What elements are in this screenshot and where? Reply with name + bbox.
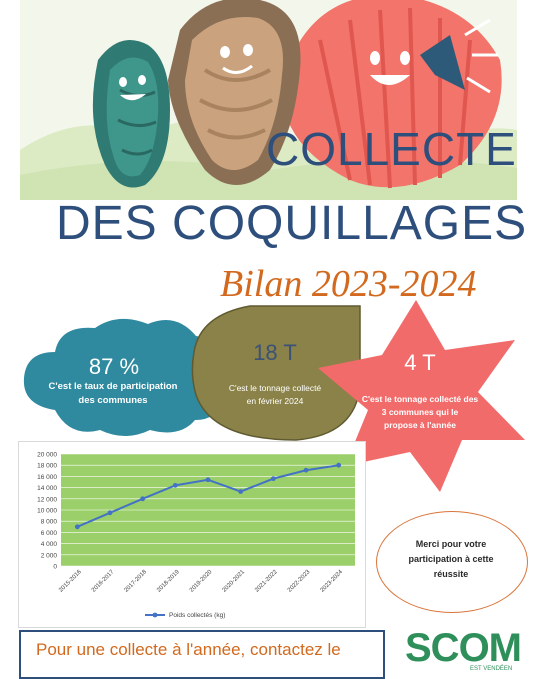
subtitle: Bilan 2023-2024 bbox=[220, 263, 477, 305]
mussel-icon bbox=[92, 40, 170, 188]
contact-text: Pour une collecte à l'année, contactez l… bbox=[36, 640, 341, 659]
y-tick-label: 8 000 bbox=[41, 519, 58, 526]
legend-label: Poids collectés (kg) bbox=[169, 612, 225, 619]
cloud-shape bbox=[23, 318, 229, 436]
x-tick-label: 2023-2024 bbox=[320, 569, 345, 594]
star-shape bbox=[318, 300, 525, 492]
data-point bbox=[107, 510, 113, 516]
x-tick-label: 2020-2021 bbox=[222, 569, 247, 594]
title-line-2: DES COQUILLAGES bbox=[56, 197, 528, 250]
y-tick-label: 10 000 bbox=[37, 508, 57, 515]
line-chart: 0 2 000 4 000 6 000 8 000 10 000 12 000 14 000 1… bbox=[37, 452, 355, 619]
stat-february-value: 18 T bbox=[253, 340, 297, 365]
data-point bbox=[270, 476, 276, 482]
drop-shape bbox=[191, 305, 361, 441]
data-point bbox=[74, 524, 80, 530]
y-tick-label: 12 000 bbox=[37, 496, 57, 503]
data-point bbox=[140, 496, 146, 502]
x-tick-label: 2021-2022 bbox=[254, 569, 279, 594]
oyster-icon bbox=[168, 0, 301, 185]
y-tick-label: 14 000 bbox=[37, 485, 57, 492]
stat-yearly-caption: C'est le tonnage collecté des 3 communes … bbox=[361, 394, 479, 430]
stat-yearly-value: 4 T bbox=[404, 350, 436, 375]
legend-marker bbox=[152, 612, 158, 618]
y-tick-label: 2 000 bbox=[41, 552, 58, 559]
data-point bbox=[172, 482, 178, 488]
scallop-icon bbox=[282, 0, 502, 189]
x-tick-label: 2022-2023 bbox=[287, 569, 312, 594]
x-tick-label: 2015-2016 bbox=[58, 569, 83, 594]
thanks-bubble bbox=[376, 511, 528, 613]
data-point bbox=[238, 489, 244, 494]
data-point bbox=[303, 467, 309, 473]
scom-logo: SCOM bbox=[405, 626, 522, 670]
stat-participation-value: 87 % bbox=[88, 354, 140, 379]
stat-shapes bbox=[23, 300, 525, 492]
scom-logo-sub: EST VENDÉEN bbox=[470, 666, 513, 672]
x-tick-label: 2017-2018 bbox=[124, 569, 149, 594]
y-tick-label: 20 000 bbox=[37, 452, 57, 459]
thanks-text: Merci pour votre participation à cette réu… bbox=[408, 539, 494, 579]
x-tick-label: 2018-2019 bbox=[156, 569, 181, 594]
title-line-1: COLLECTE bbox=[266, 123, 517, 175]
y-tick-label: 18 000 bbox=[37, 463, 57, 470]
y-tick-label: 6 000 bbox=[41, 530, 58, 537]
stat-participation-caption: C'est le taux de participation des commun… bbox=[48, 381, 178, 406]
x-tick-label: 2019-2020 bbox=[189, 569, 214, 594]
y-tick-label: 4 000 bbox=[41, 541, 58, 548]
y-tick-label: 0 bbox=[53, 564, 57, 571]
x-tick-label: 2016-2017 bbox=[91, 569, 116, 594]
data-point bbox=[205, 477, 211, 483]
chart-frame: 0 2 000 4 000 6 000 8 000 10 000 12 000 14 000 1… bbox=[18, 441, 366, 628]
data-point bbox=[336, 462, 342, 468]
stat-february-caption: C'est le tonnage collecté en février 2024 bbox=[228, 383, 322, 406]
shellfish-illustration bbox=[20, 0, 517, 200]
y-tick-label: 16 000 bbox=[37, 474, 57, 481]
